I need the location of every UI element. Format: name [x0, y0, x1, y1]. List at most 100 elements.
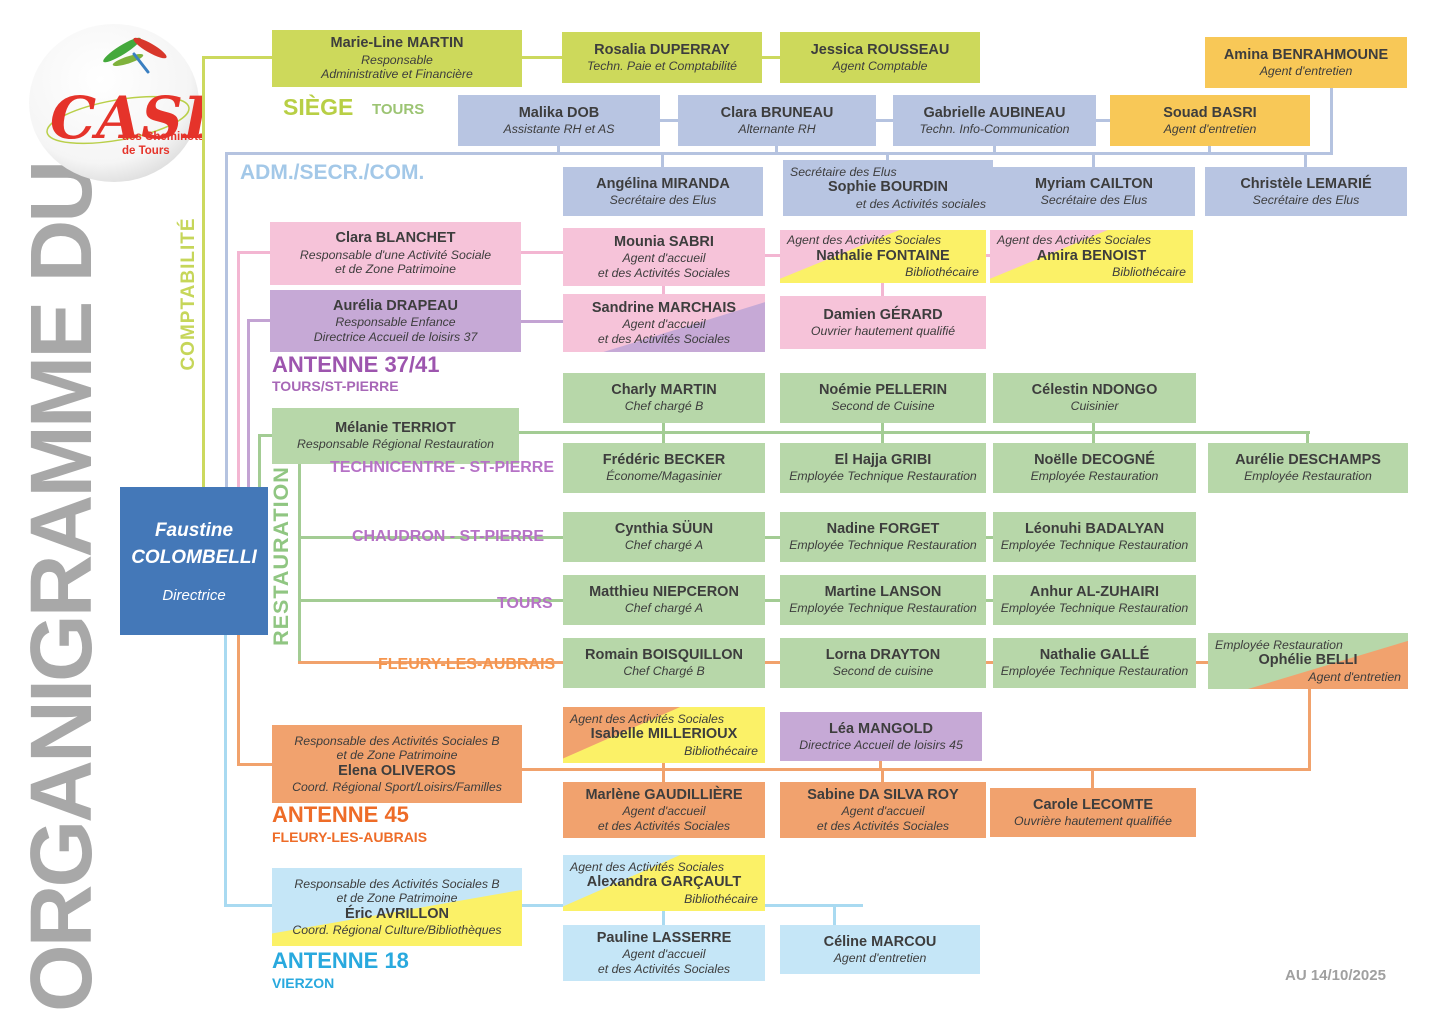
org-box-cynthia-suun: Cynthia SÜUN Chef chargé A — [563, 512, 765, 562]
person-name: Céline MARCOU — [823, 933, 937, 950]
person-name: Sabine DA SILVA ROY — [807, 786, 959, 803]
connector-lineGreen — [662, 423, 665, 432]
person-name: Mélanie TERRIOT — [335, 420, 456, 437]
person-role: Responsable des Activités Sociales B — [294, 876, 500, 891]
person-name: Clara BRUNEAU — [720, 104, 834, 121]
logo-subtext-2: de Tours — [122, 145, 170, 157]
section-label-restauration: RESTAURATION — [269, 466, 293, 646]
connector-linePurple — [247, 319, 250, 487]
connector-lineOrange — [662, 770, 665, 783]
person-role: Secrétaire des Elus — [609, 192, 717, 207]
person-role: Employée Technique Restauration — [1000, 601, 1189, 616]
person-role: Alternante RH — [738, 121, 816, 136]
org-box-celine-marcou: Céline MARCOU Agent d'entretien — [780, 925, 980, 974]
org-box-el-hajja-gribi: El Hajja GRIBI Employée Technique Restaur… — [780, 443, 986, 493]
section-label-antenne-45-sub: FLEURY-LES-AUBRAIS — [272, 829, 428, 845]
person-name: Nathalie FONTAINE — [816, 247, 950, 264]
section-label-tours: TOURS — [497, 595, 553, 612]
person-name: Ophélie BELLI — [1258, 652, 1358, 669]
section-label-antenne-37-41-sub: TOURS/ST-PIERRE — [272, 378, 399, 394]
org-box-lea-mangold: Léa MANGOLD Directrice Accueil de loisirs… — [780, 712, 982, 761]
director-first-name: Faustine — [154, 519, 234, 541]
person-role: Directrice Accueil de loisirs 37 — [313, 329, 478, 344]
casi-logo: CASI des Cheminots de Tours — [29, 24, 202, 182]
connector-lineGreen — [258, 434, 261, 487]
person-name: El Hajja GRIBI — [834, 452, 932, 469]
person-role: Agent Comptable — [832, 58, 928, 73]
org-box-sabine-da-silva-roy: Sabine DA SILVA ROY Agent d'accueil et des… — [780, 782, 986, 838]
person-role: Agent d'accueil — [841, 804, 925, 819]
person-role: Chef chargé B — [624, 399, 704, 414]
person-role: Responsable d'une Activité Sociale — [299, 247, 492, 262]
connector-lineBlue — [1330, 88, 1333, 154]
connector-lineBlue — [225, 152, 228, 487]
connector-linePurple — [521, 320, 564, 323]
person-role: Responsable — [361, 52, 433, 67]
person-name: Célestin NDONGO — [1031, 382, 1158, 399]
person-role: Agent des Activités Sociales — [787, 233, 942, 248]
org-box-amina-benrahmoune: Amina BENRAHMOUNE Agent d'entretien — [1205, 37, 1407, 88]
logo-subtext-1: des Cheminots — [122, 131, 202, 143]
connector-lineOrange — [879, 761, 882, 769]
person-role: Employée Technique Restauration — [1000, 538, 1189, 553]
connector-lineGreen — [298, 536, 564, 539]
connector-lineBlue — [1092, 152, 1095, 167]
person-name: Nadine FORGET — [826, 521, 940, 538]
person-name: Aurélia DRAPEAU — [333, 297, 458, 314]
connector-lineGreen — [298, 464, 301, 663]
person-role: Employée Technique Restauration — [789, 469, 977, 484]
person-name: Romain BOISQUILLON — [585, 647, 743, 664]
section-label-siege: SIÈGE — [283, 94, 354, 120]
person-role: Secrétaire des Elus — [1040, 192, 1148, 207]
person-name: Charly MARTIN — [611, 382, 717, 399]
org-box-jessica-rousseau: Jessica ROUSSEAU Agent Comptable — [780, 32, 980, 83]
org-box-lorna-drayton: Lorna DRAYTON Second de cuisine — [780, 638, 986, 688]
person-name: Léonuhi BADALYAN — [1024, 521, 1165, 538]
connector-lineGreen — [662, 433, 665, 444]
person-role: Agent d'accueil — [622, 317, 706, 332]
org-box-gabrielle-aubineau: Gabrielle AUBINEAU Techn. Info-Communicat… — [893, 95, 1096, 146]
person-role: Administrative et Financière — [321, 67, 473, 82]
person-name: Souad BASRI — [1163, 104, 1257, 121]
person-name: Christèle LEMARIÉ — [1240, 175, 1372, 192]
person-role: et de Zone Patrimoine — [336, 891, 458, 906]
person-role: Bibliothécaire — [684, 891, 758, 906]
connector-linePink — [765, 254, 781, 257]
connector-lineBlue — [1096, 119, 1110, 122]
section-label-date: AU 14/10/2025 — [1285, 967, 1386, 984]
connector-lineLightBlue — [224, 904, 272, 907]
person-role: et des Activités Sociales — [597, 818, 731, 833]
org-box-carole-lecomte: Carole LECOMTE Ouvrière hautement qualifi… — [990, 788, 1196, 837]
connector-lineBlue — [557, 145, 560, 153]
person-role: Second de Cuisine — [831, 399, 935, 414]
connector-linePink — [986, 254, 992, 257]
org-box-marlene-gaudilliere: Marlène GAUDILLIÈRE Agent d'accueil et des… — [563, 782, 765, 838]
connector-lineBlue — [993, 145, 996, 153]
person-role: Agent des Activités Sociales — [997, 233, 1152, 248]
person-role: Cuisinier — [1070, 399, 1119, 414]
person-role: Agent d'accueil — [622, 804, 706, 819]
dragonfly-icon — [103, 37, 167, 74]
connector-lineGreen — [765, 536, 781, 539]
person-role: Coord. Régional Sport/Loisirs/Familles — [292, 779, 502, 794]
connector-lineGreen — [1092, 423, 1095, 432]
org-box-sophie-bourdin: Secrétaire des Elus Sophie BOURDIN et des … — [783, 160, 993, 216]
connector-lineBlue — [1208, 145, 1211, 153]
connector-lineBlue — [1304, 152, 1307, 167]
org-box-melanie-terriot: Mélanie TERRIOT Responsable Régional Rest… — [272, 408, 519, 464]
person-role: Secrétaire des Elus — [790, 164, 897, 179]
org-box-martine-lanson: Martine LANSON Employée Technique Restaur… — [780, 575, 986, 625]
connector-lineGreen — [258, 434, 273, 437]
person-role: Bibliothécaire — [905, 265, 979, 280]
connector-lineGreenYellow — [202, 56, 205, 487]
connector-lineOrange — [662, 763, 665, 769]
person-role: Agent d'entretien — [1308, 669, 1401, 684]
connector-lineLightBlue — [224, 635, 227, 907]
person-role: et de Zone Patrimoine — [336, 748, 458, 763]
person-role: Chef chargé A — [624, 601, 704, 616]
person-role: Coord. Régional Culture/Bibliothèques — [292, 922, 502, 937]
person-role: Employée Technique Restauration — [789, 601, 977, 616]
person-name: Elena OLIVEROS — [338, 762, 456, 779]
org-box-sandrine-marchais: Sandrine MARCHAIS Agent d'accueil et des A… — [563, 294, 765, 352]
